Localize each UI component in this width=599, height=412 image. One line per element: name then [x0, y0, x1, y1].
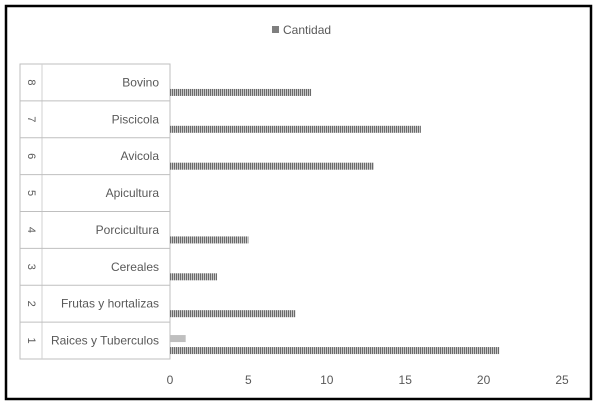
x-tick-label: 10: [320, 373, 334, 387]
category-index: 7: [25, 116, 37, 122]
category-label: Bovino: [122, 75, 159, 89]
chart-frame: [4, 4, 593, 401]
category-table: 1 Raices y Tuberculos 2 Frutas y hortalizas…: [19, 63, 171, 360]
category-index: 2: [25, 301, 37, 307]
category-label: Frutas y hortalizas: [61, 297, 159, 311]
category-index: 6: [25, 153, 37, 159]
x-tick-label: 15: [399, 373, 413, 387]
category-index: 3: [25, 264, 37, 270]
bar-cantidad: [170, 310, 296, 318]
category-index: 4: [25, 227, 37, 233]
x-tick-label: 5: [245, 373, 252, 387]
legend-label: Cantidad: [283, 23, 331, 37]
bar-cantidad: [170, 236, 249, 244]
x-tick-label: 20: [477, 373, 491, 387]
bar-cantidad: [170, 273, 218, 281]
bar-cantidad: [170, 347, 500, 355]
bar-secondary: [170, 335, 186, 343]
bar-cantidad: [170, 125, 421, 133]
x-tick-label: 25: [555, 373, 569, 387]
category-label: Porcicultura: [96, 223, 160, 237]
x-axis: 0 5 10 15 20 25: [167, 373, 569, 387]
category-index: 5: [25, 190, 37, 196]
x-tick-label: 0: [167, 373, 174, 387]
category-index: 8: [25, 79, 37, 85]
bar-cantidad: [170, 162, 374, 170]
category-label: Piscicola: [112, 112, 160, 126]
category-label: Cereales: [111, 260, 159, 274]
category-label: Avicola: [121, 149, 160, 163]
category-label: Apicultura: [106, 186, 160, 200]
legend-swatch: [272, 26, 279, 33]
category-label: Raices y Tuberculos: [51, 334, 159, 348]
bars: [170, 88, 500, 355]
bar-cantidad: [170, 88, 312, 96]
category-index: 1: [25, 338, 37, 344]
